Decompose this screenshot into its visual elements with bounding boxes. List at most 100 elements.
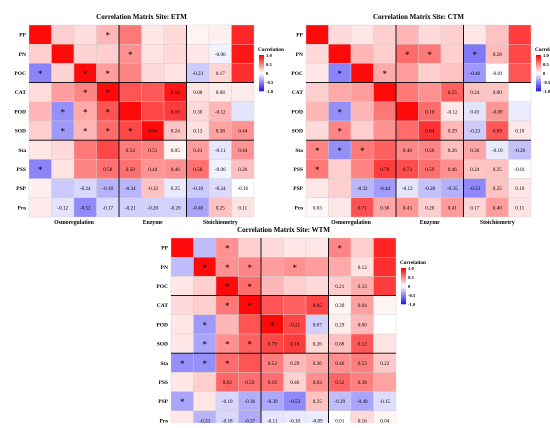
heatmap-cell	[51, 44, 75, 64]
row-label: CAT	[292, 90, 304, 96]
cell-label: -0.01	[514, 167, 525, 173]
legend-tick-label: -1.0	[408, 302, 416, 307]
heatmap-cell	[395, 120, 419, 141]
cell-label: -0.09	[312, 418, 323, 423]
heatmap-cell	[350, 101, 374, 122]
cell-label: *	[203, 263, 208, 273]
legend-swatch	[401, 278, 406, 281]
row-label: POC	[14, 71, 26, 77]
cell-label: 0.21	[335, 284, 344, 290]
heatmap-cell	[508, 63, 532, 83]
cell-label: 0.28	[493, 52, 502, 58]
row-label: Sta	[18, 148, 26, 154]
cell-label: -0.33	[199, 418, 210, 423]
row-label: PSS	[294, 167, 303, 173]
heatmap-cell	[28, 197, 52, 218]
heatmap-cell	[193, 391, 217, 412]
heatmap-cell	[193, 276, 217, 296]
group-label: Stoichiometry	[480, 220, 515, 226]
heatmap-cell	[305, 237, 329, 258]
legend-swatch	[401, 302, 406, 305]
legend-swatch	[536, 73, 541, 75]
cell-label: *	[338, 69, 343, 79]
heatmap-cell	[260, 237, 284, 258]
row-label: Pro	[18, 205, 27, 211]
heatmap-cell	[28, 120, 52, 141]
heatmap-cell	[118, 63, 142, 83]
row-label: PN	[161, 265, 168, 271]
legend-swatch	[401, 298, 406, 300]
heatmap-cell	[305, 44, 329, 64]
cell-label: 0.69	[493, 129, 502, 135]
legend-swatch	[401, 269, 406, 272]
heatmap-cell	[51, 178, 75, 199]
legend-title: Correlation	[400, 260, 426, 266]
heatmap-cell	[373, 120, 397, 141]
legend-swatch	[536, 82, 541, 84]
cell-label: 0.50	[425, 148, 434, 154]
cell-label: 0.59	[425, 167, 434, 173]
cell-label: 0.39	[335, 303, 344, 309]
cell-label: 0.38	[358, 380, 367, 386]
heatmap-cell	[283, 276, 307, 296]
cell-label: -0.34	[125, 186, 136, 192]
cell-label: 0.43	[470, 109, 479, 115]
heatmap-cell	[73, 24, 97, 45]
cell-label: -0.16	[237, 186, 248, 192]
heatmap-cell	[141, 63, 165, 83]
heatmap-cell	[238, 353, 262, 373]
legend-swatch	[536, 58, 541, 60]
heatmap-cell	[141, 44, 165, 64]
legend-swatch	[259, 62, 264, 65]
heatmap-cell	[260, 295, 284, 316]
heatmap-cell	[163, 63, 187, 83]
cell-label: 0.38	[216, 129, 225, 135]
cell-label: *	[225, 282, 230, 292]
cell-label: *	[270, 320, 275, 330]
heatmap-cell	[440, 24, 464, 45]
cell-label: 0.12	[171, 90, 180, 96]
cell-label: 0.11	[238, 205, 247, 211]
legend-swatch	[401, 286, 406, 288]
cell-label: *	[106, 88, 111, 98]
cell-label: 0.73	[403, 167, 412, 173]
cell-label: *	[248, 301, 253, 311]
cell-label: *	[83, 107, 88, 117]
heatmap-cell	[373, 101, 397, 122]
heatmap-cell	[215, 314, 239, 335]
cell-label: 0.53	[268, 361, 277, 367]
legend-swatch	[536, 68, 541, 71]
cell-label: 0.46	[290, 380, 299, 386]
cell-label: 0.58	[103, 167, 112, 173]
row-label: PP	[296, 33, 303, 39]
heatmap-cell	[350, 237, 374, 258]
row-label: Sta	[295, 148, 303, 154]
row-label: CAT	[157, 303, 169, 309]
legend-tick-label: 0	[266, 71, 269, 76]
cell-label: *	[38, 165, 43, 175]
legend-tick-label: 0.5	[266, 62, 272, 67]
heatmap-cell	[373, 314, 397, 335]
heatmap-panel-1: Correlation Matrix Site: ETM * * -0.06 * * * -0…	[14, 13, 284, 226]
legend-swatch	[259, 70, 264, 72]
heatmap-cell	[73, 159, 97, 179]
cell-label: 0.25	[313, 399, 322, 405]
cell-label: -0.12	[402, 186, 413, 192]
legend-swatch	[536, 88, 541, 90]
row-label: SOD	[292, 129, 303, 135]
heatmap-cell	[418, 24, 442, 45]
cell-label: -0.06	[215, 167, 226, 173]
legend-swatch	[401, 268, 406, 270]
heatmap-cell	[305, 101, 329, 122]
cell-label: -0.10	[289, 418, 300, 423]
cell-label: -0.52	[80, 205, 91, 211]
row-label: PSS	[17, 167, 26, 173]
legend-swatch	[536, 77, 541, 80]
chart-title: Correlation Matrix Site: WTM	[237, 226, 330, 234]
heatmap-cell	[373, 24, 397, 45]
legend-tick-label: 1.0	[266, 53, 272, 58]
row-label: POC	[291, 71, 303, 77]
cell-label: -0.10	[192, 186, 203, 192]
heatmap-cell	[170, 257, 194, 277]
cell-label: *	[61, 127, 66, 137]
